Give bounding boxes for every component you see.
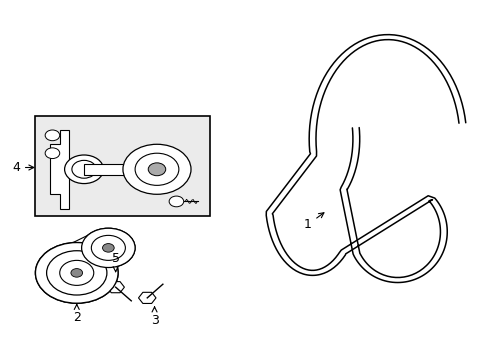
Circle shape xyxy=(91,235,125,260)
Circle shape xyxy=(46,251,107,295)
Circle shape xyxy=(81,228,135,267)
Circle shape xyxy=(45,130,60,141)
Circle shape xyxy=(46,251,107,295)
Circle shape xyxy=(148,163,165,176)
Text: 3: 3 xyxy=(150,307,158,327)
Circle shape xyxy=(35,243,118,303)
Circle shape xyxy=(71,269,82,277)
Text: 2: 2 xyxy=(73,305,81,324)
Circle shape xyxy=(102,244,114,252)
Circle shape xyxy=(35,243,118,303)
Circle shape xyxy=(60,260,94,285)
Circle shape xyxy=(72,160,96,178)
Circle shape xyxy=(135,153,179,185)
Text: 4: 4 xyxy=(12,161,34,174)
Bar xyxy=(84,164,147,175)
Circle shape xyxy=(71,269,82,277)
Polygon shape xyxy=(50,130,69,208)
Circle shape xyxy=(102,244,114,252)
Circle shape xyxy=(45,148,60,158)
Circle shape xyxy=(122,144,191,194)
Text: 5: 5 xyxy=(111,252,120,272)
Circle shape xyxy=(91,235,125,260)
Circle shape xyxy=(81,228,135,267)
Polygon shape xyxy=(138,292,156,303)
Circle shape xyxy=(60,260,94,285)
Text: 1: 1 xyxy=(303,213,323,231)
Polygon shape xyxy=(107,282,124,293)
Circle shape xyxy=(64,155,103,184)
Circle shape xyxy=(169,196,183,207)
Polygon shape xyxy=(40,230,127,294)
Bar xyxy=(35,116,210,216)
